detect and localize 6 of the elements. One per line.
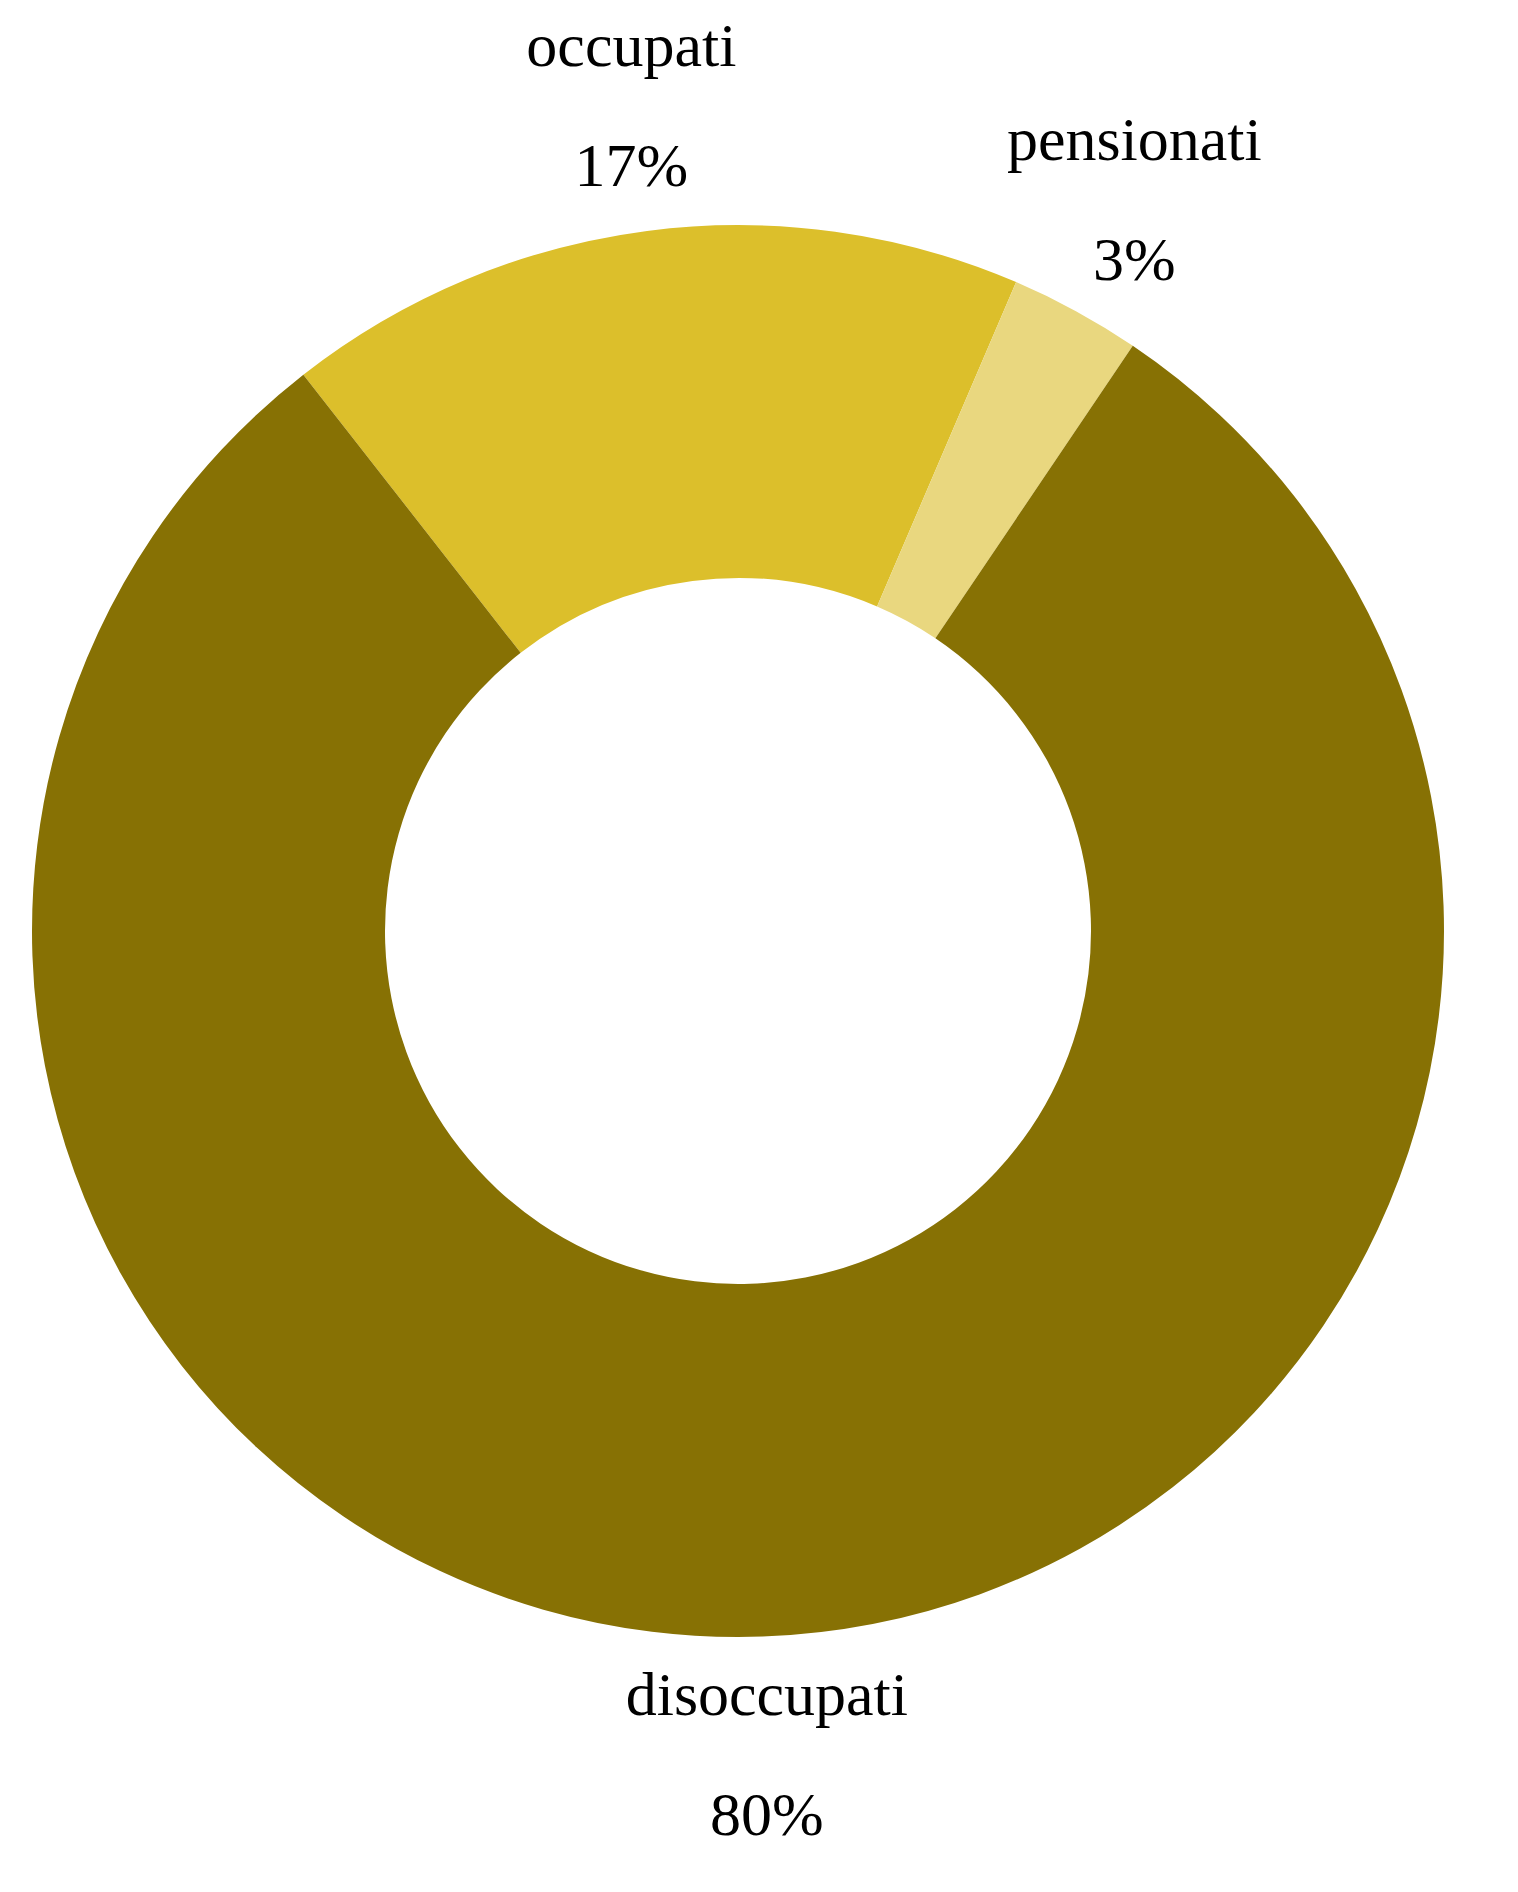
- data-label: 80%: [710, 1779, 824, 1848]
- data-label: 3%: [1093, 225, 1176, 294]
- slice-label: occupati: [526, 11, 737, 80]
- data-label: 17%: [574, 131, 689, 200]
- slice-label: disoccupati: [625, 1659, 909, 1728]
- slice-label: pensionati: [1006, 105, 1262, 174]
